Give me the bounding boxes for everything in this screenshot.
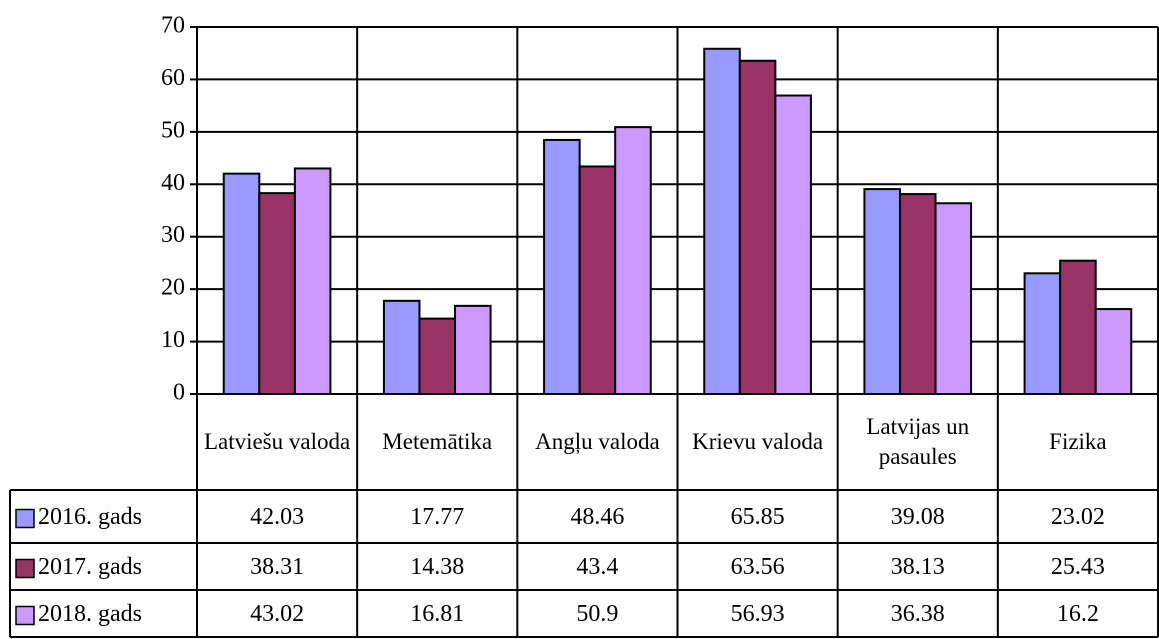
table-value: 36.38 <box>891 601 945 627</box>
legend-swatch <box>15 508 35 529</box>
x-tick-label: Krievu valoda <box>692 429 824 454</box>
x-tick-label: Latvijas un pasaules <box>866 414 970 469</box>
y-tick-label: 20 <box>161 275 185 301</box>
table-value: 16.81 <box>410 601 464 627</box>
bar <box>258 192 296 395</box>
bar <box>703 47 741 396</box>
bar <box>293 167 332 395</box>
bar <box>1094 308 1133 395</box>
legend-swatch <box>15 558 35 579</box>
table-value: 56.93 <box>731 601 785 627</box>
legend-label: 2017. gads <box>38 554 142 580</box>
bar <box>1023 272 1062 395</box>
table-value: 38.13 <box>891 554 945 580</box>
table-value: 43.02 <box>250 601 304 627</box>
table-value: 23.02 <box>1051 504 1105 530</box>
table-value: 65.85 <box>731 504 785 530</box>
x-tick-label: Fizika <box>1049 429 1107 454</box>
legend-swatch <box>15 605 35 626</box>
y-tick-label: 50 <box>161 117 185 143</box>
table-value: 42.03 <box>250 504 304 530</box>
legend-label: 2016. gads <box>38 504 142 530</box>
x-tick-label: Latviešu valoda <box>203 429 351 454</box>
bar <box>738 59 777 395</box>
table-value: 48.46 <box>570 504 624 530</box>
y-tick-label: 60 <box>161 65 185 91</box>
bar <box>774 94 812 395</box>
y-tick-label: 30 <box>161 222 185 248</box>
table-value: 14.38 <box>410 554 464 580</box>
y-tick-label: 10 <box>161 327 185 353</box>
bar <box>1059 259 1097 395</box>
bar <box>863 188 901 395</box>
table-value: 17.77 <box>410 504 464 530</box>
bar <box>543 138 581 395</box>
table-value: 50.9 <box>576 601 618 627</box>
x-tick-label: Angļu valoda <box>535 429 660 454</box>
y-tick-label: 70 <box>161 13 185 39</box>
bar <box>418 317 457 396</box>
bar <box>898 193 937 395</box>
bar <box>614 126 652 395</box>
bar <box>454 304 492 396</box>
y-tick-label: 40 <box>161 170 185 196</box>
table-value: 25.43 <box>1051 554 1105 580</box>
y-tick-label: 0 <box>173 380 185 406</box>
legend-label: 2018. gads <box>38 601 142 627</box>
bar <box>382 299 421 396</box>
bar <box>578 165 617 395</box>
bar <box>222 172 261 395</box>
table-value: 63.56 <box>731 554 785 580</box>
table-value: 38.31 <box>250 554 304 580</box>
x-tick-label: Metemātika <box>382 429 493 454</box>
bar <box>934 202 973 395</box>
table-value: 43.4 <box>576 554 618 580</box>
table-value: 16.2 <box>1057 601 1099 627</box>
table-value: 39.08 <box>891 504 945 530</box>
